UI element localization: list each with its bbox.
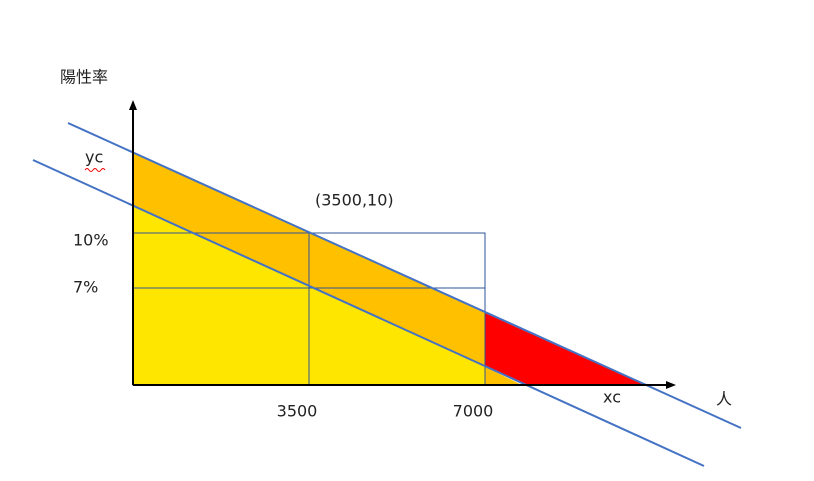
y-tick-label: 7% — [73, 278, 98, 297]
x-arrow — [666, 381, 676, 389]
y-tick-label: 10% — [73, 231, 109, 250]
x-tick-label: 3500 — [277, 402, 318, 421]
x-tick-label: 7000 — [453, 402, 494, 421]
orange-region-small — [485, 367, 522, 385]
point-label: (3500,10) — [315, 191, 394, 210]
yc-label: yc — [85, 148, 103, 167]
upper-line — [67, 122, 742, 429]
xc-label: xc — [603, 388, 621, 407]
y-arrow — [129, 100, 137, 110]
x-axis-label: 人 — [716, 390, 732, 409]
spell-underline — [84, 168, 106, 172]
lower-line — [32, 159, 705, 467]
y-axis-label: 陽性率 — [60, 68, 108, 87]
